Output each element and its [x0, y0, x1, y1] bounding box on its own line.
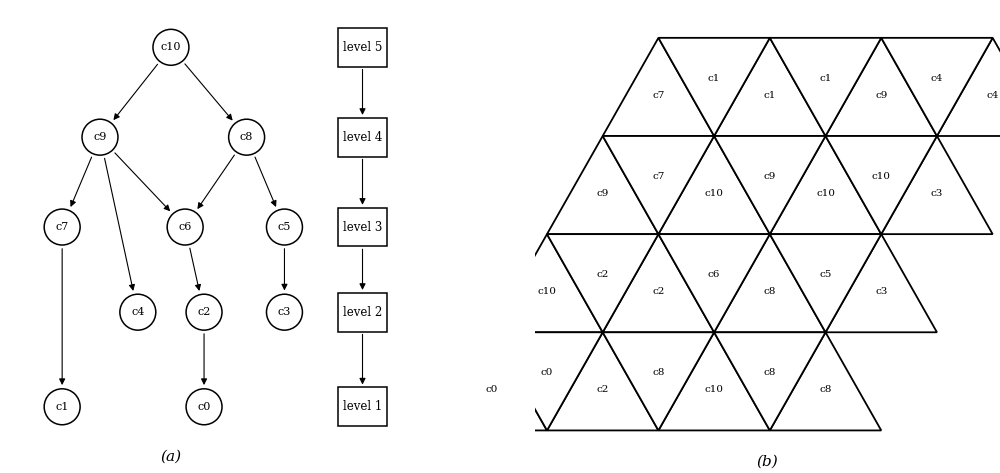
- Polygon shape: [826, 38, 937, 136]
- Polygon shape: [547, 234, 658, 333]
- Text: c8: c8: [764, 287, 776, 296]
- Text: c9: c9: [875, 91, 887, 100]
- Polygon shape: [603, 333, 714, 430]
- Text: c8: c8: [819, 385, 832, 394]
- Circle shape: [82, 119, 118, 155]
- Polygon shape: [491, 333, 603, 430]
- Polygon shape: [603, 136, 714, 234]
- Text: (a): (a): [160, 449, 182, 464]
- Polygon shape: [491, 234, 603, 333]
- Text: c3: c3: [875, 287, 887, 296]
- Text: c6: c6: [178, 222, 192, 232]
- Text: c3: c3: [278, 307, 291, 317]
- Text: c2: c2: [597, 270, 609, 279]
- Text: c10: c10: [872, 172, 891, 181]
- Text: c9: c9: [597, 189, 609, 198]
- Text: c9: c9: [764, 172, 776, 181]
- Polygon shape: [881, 136, 993, 234]
- Polygon shape: [658, 136, 770, 234]
- Text: c1: c1: [764, 91, 776, 100]
- Polygon shape: [714, 333, 826, 430]
- Text: c5: c5: [278, 222, 291, 232]
- Bar: [338, 28, 387, 67]
- Text: c10: c10: [161, 42, 181, 53]
- Polygon shape: [770, 38, 881, 136]
- Text: c10: c10: [537, 287, 556, 296]
- Text: c7: c7: [652, 172, 665, 181]
- Text: c5: c5: [819, 270, 832, 279]
- Text: level 1: level 1: [343, 400, 382, 413]
- Circle shape: [266, 294, 302, 330]
- Polygon shape: [603, 234, 714, 333]
- Bar: [338, 293, 387, 332]
- Polygon shape: [658, 234, 770, 333]
- Polygon shape: [658, 333, 770, 430]
- Polygon shape: [603, 38, 714, 136]
- Polygon shape: [826, 136, 937, 234]
- Text: c0: c0: [485, 385, 497, 394]
- Text: c4: c4: [931, 74, 943, 83]
- Text: c7: c7: [56, 222, 69, 232]
- Text: c10: c10: [816, 189, 835, 198]
- Polygon shape: [714, 136, 826, 234]
- Polygon shape: [547, 333, 658, 430]
- Polygon shape: [937, 38, 1000, 136]
- Text: c2: c2: [652, 287, 665, 296]
- Text: c6: c6: [708, 270, 720, 279]
- Text: c8: c8: [240, 132, 253, 142]
- Polygon shape: [714, 38, 826, 136]
- Text: c9: c9: [93, 132, 107, 142]
- Polygon shape: [547, 136, 658, 234]
- Circle shape: [229, 119, 265, 155]
- Text: c1: c1: [55, 402, 69, 412]
- Circle shape: [44, 209, 80, 245]
- Polygon shape: [881, 38, 993, 136]
- Polygon shape: [714, 234, 826, 333]
- Circle shape: [186, 389, 222, 425]
- Circle shape: [186, 294, 222, 330]
- Circle shape: [167, 209, 203, 245]
- Text: level 3: level 3: [343, 220, 382, 234]
- Text: c1: c1: [708, 74, 720, 83]
- Polygon shape: [658, 38, 770, 136]
- Bar: [338, 208, 387, 246]
- Text: c10: c10: [705, 189, 724, 198]
- Circle shape: [153, 29, 189, 65]
- Circle shape: [120, 294, 156, 330]
- Text: c1: c1: [819, 74, 832, 83]
- Text: c8: c8: [764, 368, 776, 377]
- Text: c4: c4: [131, 307, 145, 317]
- Text: c2: c2: [597, 385, 609, 394]
- Text: c4: c4: [986, 91, 999, 100]
- Bar: [338, 118, 387, 157]
- Text: (b): (b): [757, 454, 778, 468]
- Text: level 5: level 5: [343, 41, 382, 54]
- Polygon shape: [770, 333, 881, 430]
- Polygon shape: [436, 333, 547, 430]
- Text: level 4: level 4: [343, 131, 382, 144]
- Text: c0: c0: [541, 368, 553, 377]
- Text: c0: c0: [197, 402, 211, 412]
- Text: level 2: level 2: [343, 306, 382, 319]
- Circle shape: [44, 389, 80, 425]
- Polygon shape: [770, 136, 881, 234]
- Circle shape: [266, 209, 302, 245]
- Text: c7: c7: [652, 91, 665, 100]
- Polygon shape: [826, 234, 937, 333]
- Text: c10: c10: [705, 385, 724, 394]
- Text: c2: c2: [197, 307, 211, 317]
- Text: c3: c3: [931, 189, 943, 198]
- Text: c8: c8: [652, 368, 665, 377]
- Bar: [338, 387, 387, 426]
- Polygon shape: [770, 234, 881, 333]
